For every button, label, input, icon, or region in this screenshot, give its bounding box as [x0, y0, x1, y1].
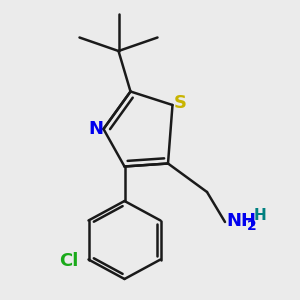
Text: NH: NH — [226, 212, 256, 230]
Text: 2: 2 — [247, 219, 256, 232]
Text: S: S — [173, 94, 187, 112]
Text: Cl: Cl — [58, 252, 78, 270]
Text: N: N — [88, 120, 104, 138]
Text: H: H — [254, 208, 266, 223]
